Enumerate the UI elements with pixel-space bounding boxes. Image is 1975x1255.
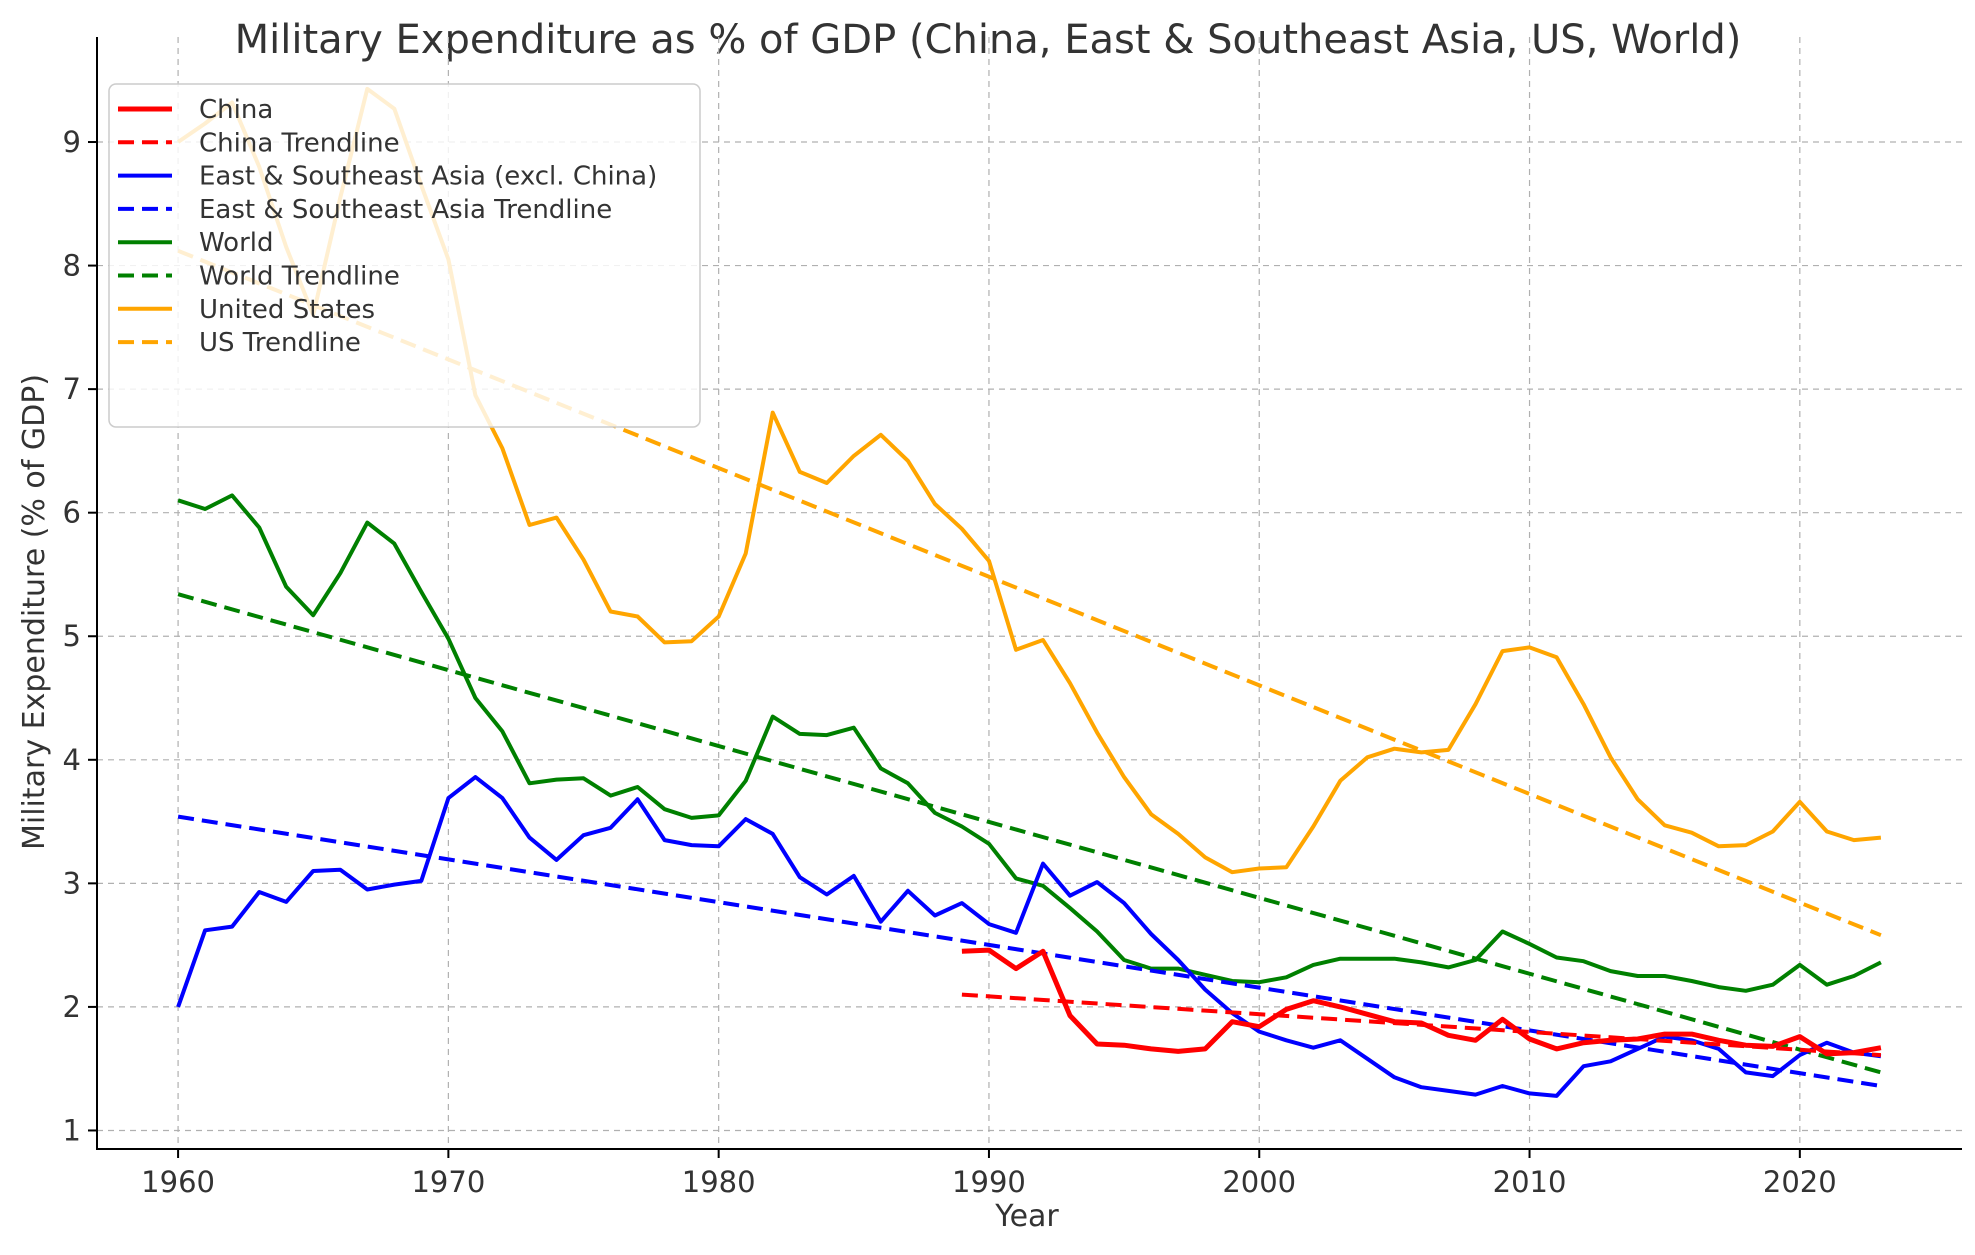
x-tick-label: 2010	[1493, 1165, 1567, 1199]
legend-label: World Trendline	[199, 262, 400, 292]
x-tick-label: 2000	[1222, 1165, 1296, 1199]
x-tick-label: 1970	[411, 1165, 485, 1199]
y-tick-label: 2	[63, 990, 81, 1024]
x-tick-label: 1990	[952, 1165, 1026, 1199]
legend-label: East & Southeast Asia (excl. China)	[199, 162, 657, 192]
y-tick-label: 9	[63, 125, 81, 159]
series-line-world	[177, 493, 1882, 993]
legend-label: China	[199, 95, 273, 125]
series-line-east-southeast-asia-excl-china	[176, 775, 1882, 1098]
legend-label: United States	[199, 295, 375, 325]
x-tick-label: 2020	[1763, 1165, 1837, 1199]
x-axis-label: Year	[994, 1199, 1059, 1234]
x-tick-label: 1960	[141, 1165, 215, 1199]
y-axis-label: Military Expenditure (% of GDP)	[17, 374, 52, 850]
legend-label: World	[199, 228, 274, 258]
x-ticks: 1960 1970 1980 1990 2000 2010 2020	[141, 1149, 1837, 1199]
y-ticks: 1 2 3 4 5 6 7 8 9	[63, 125, 97, 1147]
legend-label: East & Southeast Asia Trendline	[199, 195, 612, 225]
chart-title: Military Expenditure as % of GDP (China,…	[235, 17, 1742, 63]
y-tick-label: 8	[63, 249, 81, 283]
y-tick-label: 6	[63, 496, 81, 530]
legend-label: US Trendline	[199, 328, 361, 358]
series-line-us-trendline	[177, 248, 1882, 938]
y-tick-label: 1	[63, 1113, 81, 1147]
y-tick-label: 7	[63, 372, 81, 406]
y-tick-label: 5	[63, 619, 81, 653]
legend-label: China Trendline	[199, 128, 400, 158]
x-tick-label: 1980	[682, 1165, 756, 1199]
legend-frame	[108, 83, 701, 428]
y-tick-label: 4	[63, 743, 81, 777]
axes	[96, 37, 1962, 1150]
series-line-world-trendline	[177, 592, 1882, 1075]
series-line-china-trendline	[961, 992, 1882, 1058]
y-tick-label: 3	[63, 866, 81, 900]
